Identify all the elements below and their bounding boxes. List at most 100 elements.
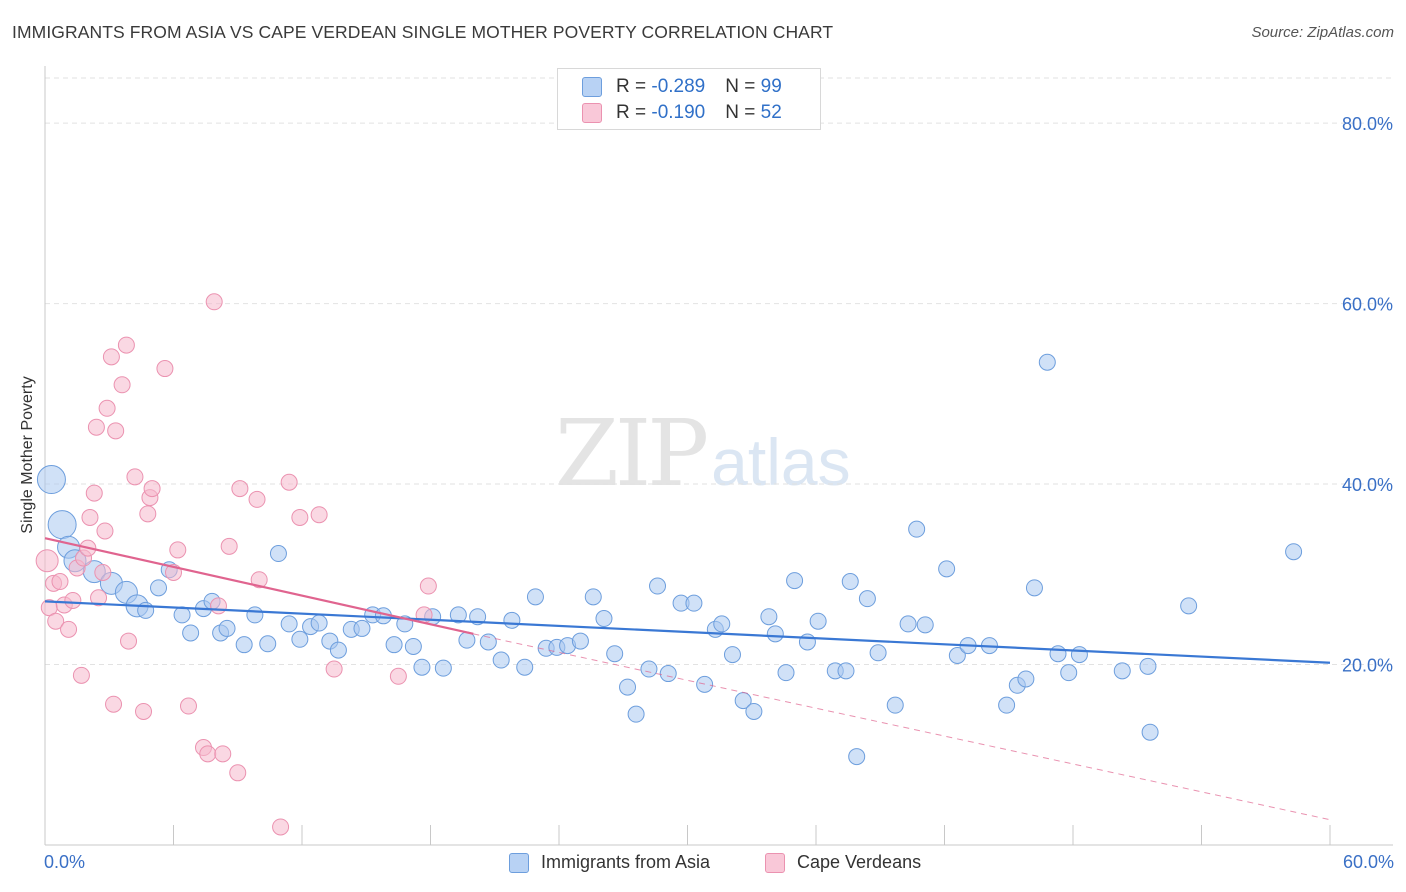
point-asia: [150, 579, 168, 597]
point-asia: [723, 646, 741, 664]
point-asia: [1017, 670, 1035, 688]
point-cape-verdean: [280, 473, 298, 491]
legend-swatch-cape-verdean: [765, 852, 785, 873]
source-label: Source: ZipAtlas.com: [1251, 24, 1394, 41]
point-asia: [798, 633, 816, 651]
axes: [44, 66, 1393, 846]
point-cape-verdean: [51, 573, 69, 591]
legend-r-value: -0.289: [651, 76, 706, 97]
point-asia: [353, 619, 371, 637]
point-asia: [841, 573, 859, 591]
correlation-legend: R = -0.289 N = 99 R = -0.190 N = 52: [557, 68, 821, 130]
point-cape-verdean: [113, 376, 131, 394]
legend-r-label: R =: [616, 102, 652, 123]
point-cape-verdean: [231, 480, 249, 498]
point-asia: [36, 465, 66, 495]
point-cape-verdean: [64, 591, 82, 609]
point-asia: [469, 608, 487, 626]
point-asia: [627, 705, 645, 723]
point-asia: [899, 615, 917, 633]
point-cape-verdean: [87, 418, 105, 436]
point-asia: [571, 632, 589, 650]
legend-item-cape-verdean: Cape Verdeans: [765, 852, 921, 873]
point-asia: [858, 590, 876, 608]
point-cape-verdean: [209, 597, 227, 615]
chart-title: IMMIGRANTS FROM ASIA VS CAPE VERDEAN SIN…: [12, 22, 834, 42]
point-cape-verdean: [94, 563, 112, 581]
point-asia: [1025, 579, 1043, 597]
point-cape-verdean: [60, 620, 78, 638]
point-cape-verdean: [310, 506, 328, 524]
point-asia: [649, 577, 667, 595]
point-cape-verdean: [117, 336, 135, 354]
point-asia: [385, 636, 403, 654]
point-cape-verdean: [169, 541, 187, 559]
legend-label-asia: Immigrants from Asia: [541, 852, 711, 872]
point-asia: [685, 594, 703, 612]
point-cape-verdean: [139, 505, 157, 523]
point-asia: [1060, 664, 1078, 682]
point-cape-verdean: [199, 745, 217, 763]
point-asia: [503, 611, 521, 629]
point-asia: [137, 601, 155, 619]
point-asia: [938, 560, 956, 578]
point-asia: [908, 520, 926, 538]
point-asia: [413, 658, 431, 676]
point-cape-verdean: [205, 293, 223, 311]
legend-swatch-asia: [509, 852, 529, 873]
point-cape-verdean: [229, 764, 247, 782]
point-asia: [310, 614, 328, 632]
point-cape-verdean: [35, 549, 59, 573]
legend-swatch-cape-verdean: [582, 103, 602, 123]
point-cape-verdean: [85, 484, 103, 502]
point-asia: [404, 637, 422, 655]
point-cape-verdean: [291, 508, 309, 526]
point-cape-verdean: [179, 697, 197, 715]
point-asia: [235, 636, 253, 654]
legend-r-label: R =: [616, 76, 652, 97]
point-asia: [291, 630, 309, 648]
point-cape-verdean: [248, 490, 266, 508]
y-tick-label: 60.0%: [1342, 295, 1393, 315]
legend-swatch-asia: [582, 77, 602, 97]
point-cape-verdean: [98, 399, 116, 417]
point-asia: [1070, 646, 1088, 664]
point-asia: [584, 588, 602, 606]
point-asia: [1049, 645, 1067, 663]
trend-line-asia: [44, 600, 1331, 664]
point-asia: [595, 610, 613, 628]
y-tick-labels: 20.0% 40.0% 60.0% 80.0%: [1342, 114, 1393, 675]
point-asia: [1180, 597, 1198, 615]
y-tick-label: 40.0%: [1342, 475, 1393, 495]
legend-n-value: 99: [760, 76, 782, 97]
point-asia: [786, 572, 804, 590]
legend-row-asia: R = -0.289 N = 99: [582, 75, 782, 99]
point-asia: [948, 647, 966, 665]
point-asia: [526, 588, 544, 606]
x-tick-label-max: 60.0%: [1342, 852, 1394, 872]
series-legend: Immigrants from Asia Cape Verdeans: [0, 852, 1406, 878]
point-asia: [173, 606, 191, 624]
point-cape-verdean: [156, 360, 174, 378]
trend-line-cape-verdean: [44, 537, 474, 635]
point-cape-verdean: [126, 468, 144, 486]
point-cape-verdean: [419, 577, 437, 595]
legend-n-label: N =: [725, 102, 761, 123]
point-cape-verdean: [105, 695, 123, 713]
point-asia: [492, 651, 510, 669]
point-asia: [998, 696, 1016, 714]
legend-n-value: 52: [760, 102, 782, 123]
point-asia: [886, 696, 904, 714]
point-cape-verdean: [272, 818, 290, 836]
point-asia: [760, 608, 778, 626]
point-asia: [809, 612, 827, 630]
legend-n-label: N =: [725, 76, 761, 97]
legend-label-cape-verdean: Cape Verdeans: [797, 852, 922, 872]
point-cape-verdean: [47, 612, 65, 630]
point-cape-verdean: [102, 348, 120, 366]
point-asia: [280, 615, 298, 633]
point-asia: [777, 664, 795, 682]
point-asia: [1113, 662, 1131, 680]
point-asia: [329, 641, 347, 659]
